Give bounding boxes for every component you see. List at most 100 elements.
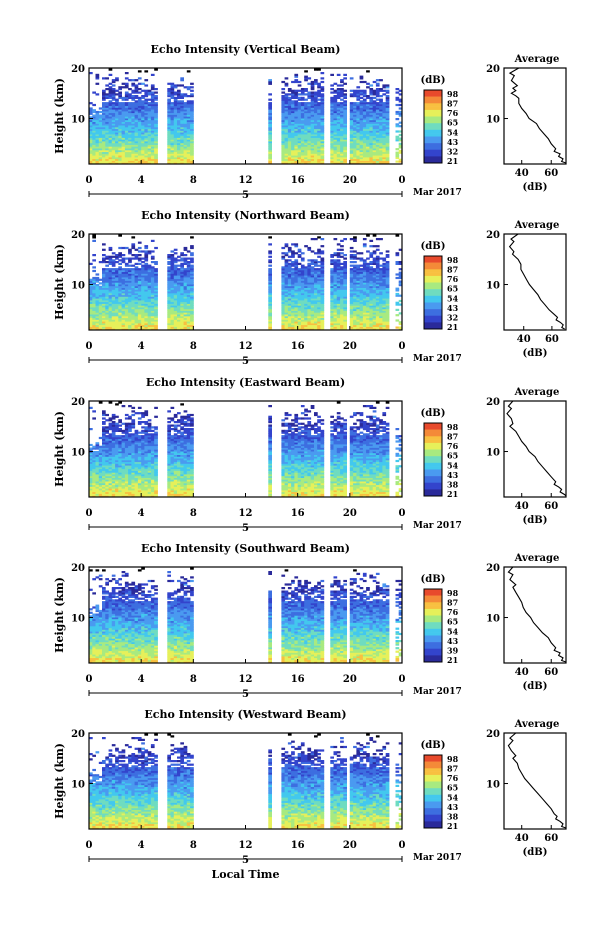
heatmap-cell xyxy=(128,252,132,255)
heatmap-cell xyxy=(186,303,191,306)
heatmap-cell xyxy=(124,285,129,288)
heatmap-cell xyxy=(92,326,96,329)
heatmap-cell xyxy=(287,130,292,133)
heatmap-cell xyxy=(121,118,126,121)
heatmap-cell xyxy=(131,130,136,133)
heatmap-cell xyxy=(141,275,145,278)
heatmap-cell xyxy=(356,315,361,319)
heatmap-cell xyxy=(297,155,302,158)
heatmap-cell xyxy=(121,126,126,130)
heatmap-cell xyxy=(300,151,305,154)
heatmap-cell xyxy=(382,116,387,119)
heatmap-cell xyxy=(121,289,126,292)
heatmap-cell xyxy=(353,278,357,281)
heatmap-cell xyxy=(359,155,364,158)
heatmap-cell xyxy=(137,141,142,144)
heatmap-cell xyxy=(300,133,305,137)
heatmap-cell xyxy=(330,298,334,301)
heatmap-cell xyxy=(131,107,136,110)
heatmap-cell xyxy=(190,103,194,107)
heatmap-cell xyxy=(297,105,302,108)
heatmap-cell xyxy=(317,116,321,119)
heatmap-cell xyxy=(141,305,145,308)
heatmap-cell xyxy=(167,137,171,140)
heatmap-cell xyxy=(95,119,100,122)
heatmap-cell xyxy=(134,132,139,135)
heatmap-cell xyxy=(118,88,122,91)
heatmap-cell xyxy=(359,292,364,296)
heatmap-cell xyxy=(369,301,374,304)
heatmap-cell xyxy=(372,324,377,327)
heatmap-cell xyxy=(89,312,93,315)
heatmap-cell xyxy=(333,116,338,119)
heatmap-cell xyxy=(330,317,334,320)
heatmap-cell xyxy=(333,271,338,274)
heatmap-cell xyxy=(92,301,96,304)
heatmap-cell xyxy=(333,144,338,147)
heatmap-cell xyxy=(304,128,308,131)
heatmap-cell xyxy=(98,298,103,301)
heatmap-cell xyxy=(147,102,152,105)
heatmap-cell xyxy=(287,139,292,142)
heatmap-cell xyxy=(310,96,315,99)
heatmap-cell xyxy=(317,326,321,329)
heatmap-cell xyxy=(375,123,380,126)
heatmap-cell xyxy=(294,75,299,78)
heatmap-cell xyxy=(356,271,361,274)
heatmap-cell xyxy=(131,137,136,140)
heatmap-cell xyxy=(333,280,338,283)
heatmap-cell xyxy=(382,319,387,322)
heatmap-cell xyxy=(105,110,109,114)
heatmap-cell xyxy=(128,250,132,253)
heatmap-cell xyxy=(362,123,367,126)
heatmap-cell xyxy=(102,160,106,163)
heatmap-cell xyxy=(111,305,116,308)
heatmap-cell xyxy=(372,103,377,107)
heatmap-cell xyxy=(375,273,380,276)
heatmap-cell xyxy=(297,118,302,121)
heatmap-cell xyxy=(317,132,321,135)
heatmap-cell xyxy=(300,158,305,161)
colorbar-label: (dB) xyxy=(421,75,446,86)
heatmap-cell xyxy=(317,292,321,296)
heatmap-cell xyxy=(134,162,139,165)
heatmap-cell xyxy=(369,273,374,276)
heatmap-cell xyxy=(180,153,184,156)
heatmap-cell xyxy=(115,319,119,322)
heatmap-cell xyxy=(375,144,380,147)
heatmap-cell xyxy=(150,73,155,76)
heatmap-cell xyxy=(291,250,295,253)
heatmap-cell xyxy=(304,137,308,140)
heatmap-cell xyxy=(150,291,155,294)
heatmap-cell xyxy=(353,132,357,135)
heatmap-cell xyxy=(300,271,305,274)
heatmap-cell xyxy=(314,268,318,271)
heatmap-cell xyxy=(92,324,96,327)
heatmap-cell xyxy=(95,299,100,303)
heatmap-cell xyxy=(379,95,383,98)
heatmap-cell xyxy=(111,158,116,161)
heatmap-cell xyxy=(307,259,312,262)
heatmap-cell xyxy=(167,158,171,161)
heatmap-cell xyxy=(310,299,315,303)
heatmap-cell xyxy=(366,141,370,144)
heatmap-cell xyxy=(320,128,325,131)
heatmap-cell xyxy=(291,276,295,280)
heatmap-cell xyxy=(359,119,364,122)
heatmap-cell xyxy=(379,310,383,313)
heatmap-cell xyxy=(297,158,302,161)
heatmap-cell xyxy=(284,328,289,331)
heatmap-cell xyxy=(89,135,93,138)
heatmap-cell xyxy=(340,103,344,107)
heatmap-cell xyxy=(372,305,377,308)
heatmap-cell xyxy=(291,118,295,121)
heatmap-cell xyxy=(137,307,142,310)
heatmap-cell xyxy=(398,110,403,114)
heatmap-cell xyxy=(356,269,361,273)
heatmap-cell xyxy=(366,326,370,329)
heatmap-cell xyxy=(330,273,334,276)
heatmap-cell xyxy=(343,273,347,276)
heatmap-cell xyxy=(183,314,188,317)
heatmap-cell xyxy=(147,326,152,329)
heatmap-cell xyxy=(183,128,188,131)
